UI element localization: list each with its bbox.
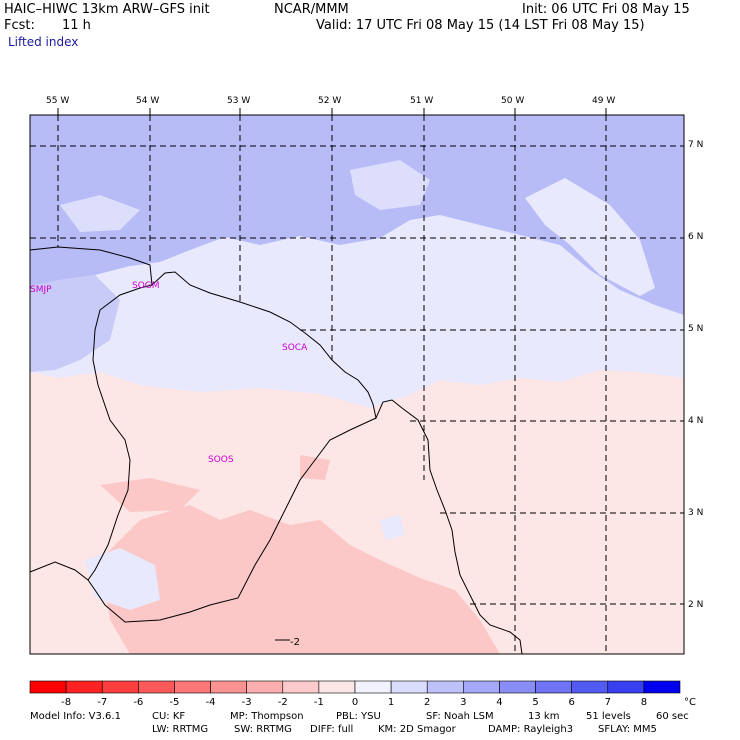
field-name: Lifted index [8,35,79,49]
colorbar-swatch [499,680,536,694]
model-title: HAIC–HIWC 13km ARW–GFS init [4,2,210,17]
colorbar-swatch [426,680,464,694]
timestep: 60 sec [656,711,689,722]
lon-label: 55 W [46,96,70,106]
colorbar-swatch [643,680,681,694]
coastlines [29,246,523,655]
resolution: 13 km [528,711,560,722]
colorbar-swatch [29,680,67,694]
damping: DAMP: Rayleigh3 [488,724,574,735]
colorbar-swatch [354,680,392,694]
colorbar-tick-label: 8 [641,697,647,708]
organization-label: NCAR/MMM [274,2,349,17]
pbl-scheme: PBL: YSU [336,711,381,722]
lon-label: 53 W [227,96,251,106]
colorbar-swatch [101,680,139,694]
station-sogm: SOGM [132,281,160,291]
colorbar-swatch [607,680,645,694]
station-smjp: SMJP [30,285,52,295]
colorbar-tick-label: 7 [605,697,611,708]
graticule-ticks [57,108,607,115]
lon-label: 52 W [318,96,342,106]
colorbar-tick-label: -1 [314,697,324,708]
colorbar-tick-label: -4 [206,697,216,708]
km-option: KM: 2D Smagor [378,724,456,735]
colorbar-tick-label: -6 [133,697,143,708]
lat-label: 3 N [688,508,704,518]
borders [29,284,377,623]
microphysics: MP: Thompson [230,711,304,722]
colorbar-swatch [390,680,428,694]
lat-label: 7 N [688,140,704,150]
colorbar-tick-label: -5 [169,697,179,708]
colorbar-unit: °C [684,697,696,708]
station-soca: SOCA [282,343,308,353]
field-light-blue-patch [380,515,405,540]
field-mid-pink [100,505,500,654]
surface-scheme: SF: Noah LSM [426,711,494,722]
colorbar-tick-label: 6 [568,697,574,708]
colorbar-tick-label: 4 [496,697,502,708]
lat-label: 6 N [688,232,704,242]
field-light-blue-patch [85,548,160,610]
model-version: Model Info: V3.6.1 [30,711,121,722]
colorbar-swatch [282,680,320,694]
forecast-hour: 11 h [62,18,91,33]
contour-label: -2 [290,637,300,648]
station-soos: SOOS [208,455,234,465]
valid-time: Valid: 17 UTC Fri 08 May 15 (14 LST Fri … [316,18,645,33]
init-time: Init: 06 UTC Fri 08 May 15 [522,2,690,17]
lon-label: 49 W [592,96,616,106]
forecast-label: Fcst: [4,18,35,33]
colorbar-tick-label: -3 [242,697,252,708]
colorbar-tick-label: 5 [532,697,538,708]
colorbar-tick-label: -7 [97,697,107,708]
colorbar-swatch [210,680,247,694]
graticule [30,115,684,654]
colorbar-swatch [571,680,609,694]
lat-label: 5 N [688,324,704,334]
levels: 51 levels [586,711,631,722]
lon-label: 51 W [410,96,434,106]
colorbar-swatch [174,680,211,694]
colorbar: -8 -7 -6 -5 -4 -3 -2 -1 0 1 2 3 4 5 6 7 8 °C [29,680,696,708]
colorbar-swatch [463,680,500,694]
lat-label: 4 N [688,416,704,426]
lon-label: 54 W [136,96,160,106]
colorbar-tick-label: -8 [61,697,71,708]
colorbar-tick-label: 3 [460,697,466,708]
colorbar-swatch [138,680,175,694]
map-frame [29,114,685,655]
longwave-scheme: LW: RRTMG [152,724,209,735]
colorbar-tick-label: -2 [278,697,288,708]
field-light-patch [350,160,430,210]
lon-label: 50 W [501,96,525,106]
colorbar-tick-label: 0 [352,697,358,708]
field-mid-pink [100,478,200,512]
colorbar-tick-label: 2 [424,697,430,708]
colorbar-swatch [246,680,284,694]
surface-layer: SFLAY: MM5 [598,724,657,735]
field-light-patch [60,195,140,232]
diffusion: DIFF: full [310,724,354,735]
shortwave-scheme: SW: RRTMG [234,724,292,735]
field-deep-blue [30,115,684,315]
colorbar-swatch [318,680,356,694]
colorbar-swatch [65,680,103,694]
lat-label: 2 N [688,600,704,610]
field-mid-pink [300,455,330,480]
colorbar-swatch [535,680,572,694]
field-light-patch [525,178,655,296]
colorbar-tick-label: 1 [388,697,394,708]
field-mid-blue [30,275,120,372]
cumulus-scheme: CU: KF [152,711,186,722]
